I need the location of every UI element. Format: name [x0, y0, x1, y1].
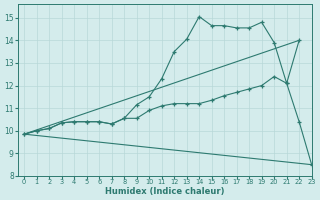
X-axis label: Humidex (Indice chaleur): Humidex (Indice chaleur) — [105, 187, 225, 196]
